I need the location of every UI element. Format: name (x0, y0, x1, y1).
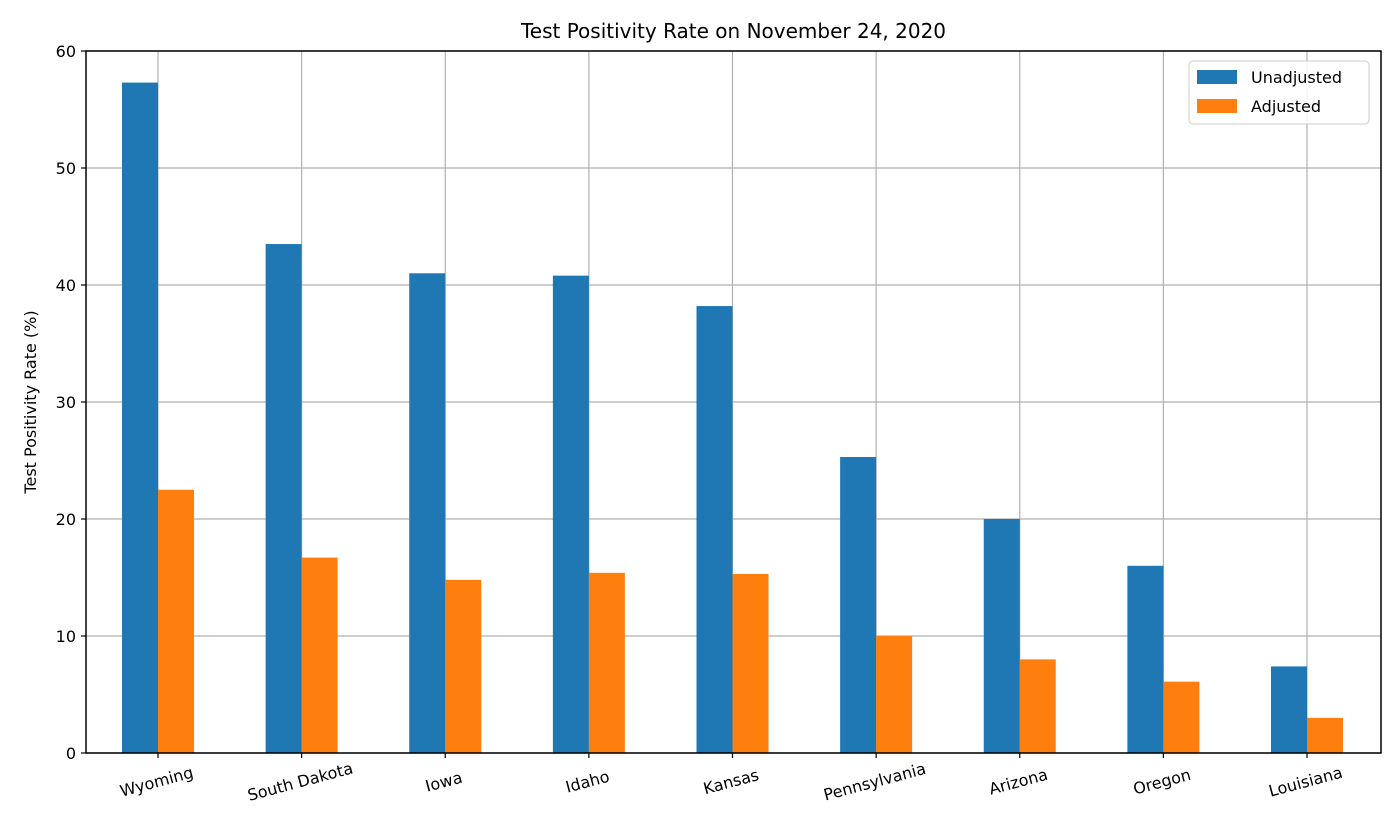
bar-unadjusted-louisiana (1271, 666, 1307, 753)
bar-unadjusted-iowa (409, 273, 446, 753)
bar-adjusted-pennsylvania (876, 636, 913, 753)
legend-label-unadjusted: Unadjusted (1251, 68, 1342, 87)
y-tick-label: 0 (66, 744, 76, 763)
x-tick-label: Arizona (987, 765, 1050, 799)
bar-adjusted-oregon (1163, 681, 1200, 753)
y-axis-label: Test Positivity Rate (%) (21, 310, 40, 494)
y-tick-label: 20 (56, 510, 76, 529)
y-tick-label: 40 (56, 276, 76, 295)
bar-adjusted-idaho (588, 572, 625, 753)
x-tick-label: Oregon (1131, 765, 1193, 799)
y-tick-label: 10 (56, 627, 76, 646)
bar-adjusted-louisiana (1307, 717, 1343, 753)
bar-unadjusted-pennsylvania (840, 456, 877, 753)
legend-swatch-adjusted (1197, 99, 1237, 113)
bar-adjusted-iowa (445, 579, 482, 753)
y-tick-label: 30 (56, 393, 76, 412)
bars (122, 82, 1343, 754)
bar-adjusted-wyoming (158, 489, 194, 753)
bar-unadjusted-idaho (552, 275, 589, 753)
bar-adjusted-arizona (1019, 659, 1056, 753)
bar-unadjusted-wyoming (122, 82, 158, 754)
bar-unadjusted-arizona (983, 519, 1020, 753)
legend-swatch-unadjusted (1197, 70, 1237, 84)
x-tick-label: Idaho (563, 767, 611, 797)
bar-unadjusted-south-dakota (265, 244, 302, 754)
y-tick-label: 60 (56, 42, 76, 61)
x-tick-label: Kansas (701, 765, 761, 798)
bar-unadjusted-oregon (1127, 565, 1164, 753)
x-tick-label: Iowa (423, 768, 464, 796)
y-tick-label: 50 (56, 159, 76, 178)
bar-adjusted-south-dakota (301, 557, 338, 753)
bar-adjusted-kansas (732, 573, 769, 753)
x-axis: Wyoming South Dakota Iowa Idaho Kansas Pennsy… (118, 753, 1345, 805)
legend-label-adjusted: Adjusted (1251, 97, 1321, 116)
legend: Unadjusted Adjusted (1188, 60, 1370, 125)
x-tick-label: Wyoming (118, 763, 195, 801)
y-axis: 0 10 20 30 40 50 60 (56, 42, 86, 763)
x-tick-label: Pennsylvania (821, 759, 927, 805)
chart-title: Test Positivity Rate on November 24, 202… (520, 19, 946, 43)
x-tick-label: South Dakota (245, 758, 355, 804)
bar-unadjusted-kansas (696, 306, 733, 753)
x-tick-label: Louisiana (1267, 763, 1345, 801)
